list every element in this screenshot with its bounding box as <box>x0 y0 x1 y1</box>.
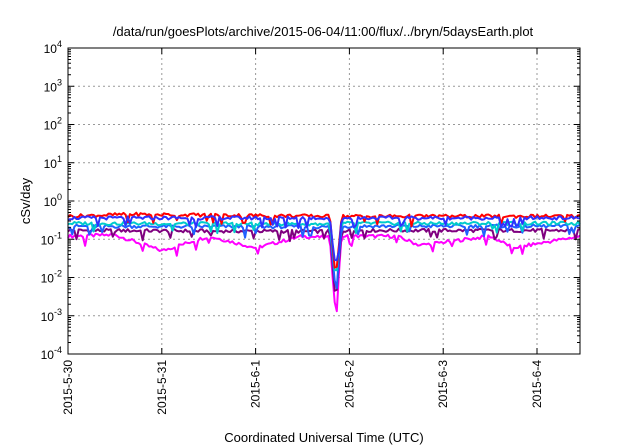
y-tick-exponent: -2 <box>54 269 62 279</box>
y-tick-exponent: 4 <box>57 39 62 49</box>
series-line <box>67 227 581 292</box>
y-tick-base: 10 <box>44 119 58 133</box>
y-tick-exponent: 3 <box>57 77 62 87</box>
grid <box>68 48 580 354</box>
x-tick-label: 2015-6-1 <box>249 360 263 408</box>
y-tick-base: 10 <box>41 348 55 362</box>
y-tick-exponent: 0 <box>57 192 62 202</box>
x-tick-label: 2015-5-30 <box>61 360 75 415</box>
y-axis-label: cSv/day <box>18 177 33 224</box>
series-line <box>67 215 581 262</box>
y-tick-label: 102 <box>44 116 62 133</box>
x-tick-label: 2015-6-3 <box>436 360 450 408</box>
series-line <box>67 211 581 269</box>
series-line <box>67 232 581 313</box>
y-tick-label: 100 <box>44 192 62 209</box>
y-tick-label: 101 <box>44 154 62 171</box>
y-tick-label: 10-3 <box>41 307 62 324</box>
y-tick-label: 104 <box>44 39 62 56</box>
x-tick-label: 2015-5-31 <box>155 360 169 415</box>
x-axis-label: Coordinated Universal Time (UTC) <box>224 430 423 445</box>
series-group <box>67 211 581 313</box>
y-tick-label: 103 <box>44 77 62 94</box>
y-tick-base: 10 <box>41 310 55 324</box>
y-tick-exponent: -1 <box>54 230 62 240</box>
y-tick-exponent: 1 <box>57 154 62 164</box>
y-tick-exponent: 2 <box>57 116 62 126</box>
y-tick-base: 10 <box>44 80 58 94</box>
y-tick-exponent: -3 <box>54 307 62 317</box>
x-axis: 2015-5-30 2015-5-31 2015-6-1 2015-6-2 2015-6… <box>61 48 544 415</box>
y-tick-base: 10 <box>41 233 55 247</box>
chart-title: /data/run/goesPlots/archive/2015-06-04/1… <box>113 24 534 39</box>
x-tick-label: 2015-6-2 <box>342 360 356 408</box>
y-tick-base: 10 <box>41 272 55 286</box>
y-tick-label: 10-4 <box>41 345 62 362</box>
y-tick-label: 10-2 <box>41 269 62 286</box>
y-tick-label: 10-1 <box>41 230 62 247</box>
y-tick-base: 10 <box>44 157 58 171</box>
y-tick-base: 10 <box>44 195 58 209</box>
y-tick-base: 10 <box>44 42 58 56</box>
y-tick-exponent: -4 <box>54 345 62 355</box>
series-line <box>67 220 581 272</box>
x-tick-label: 2015-6-4 <box>530 360 544 408</box>
